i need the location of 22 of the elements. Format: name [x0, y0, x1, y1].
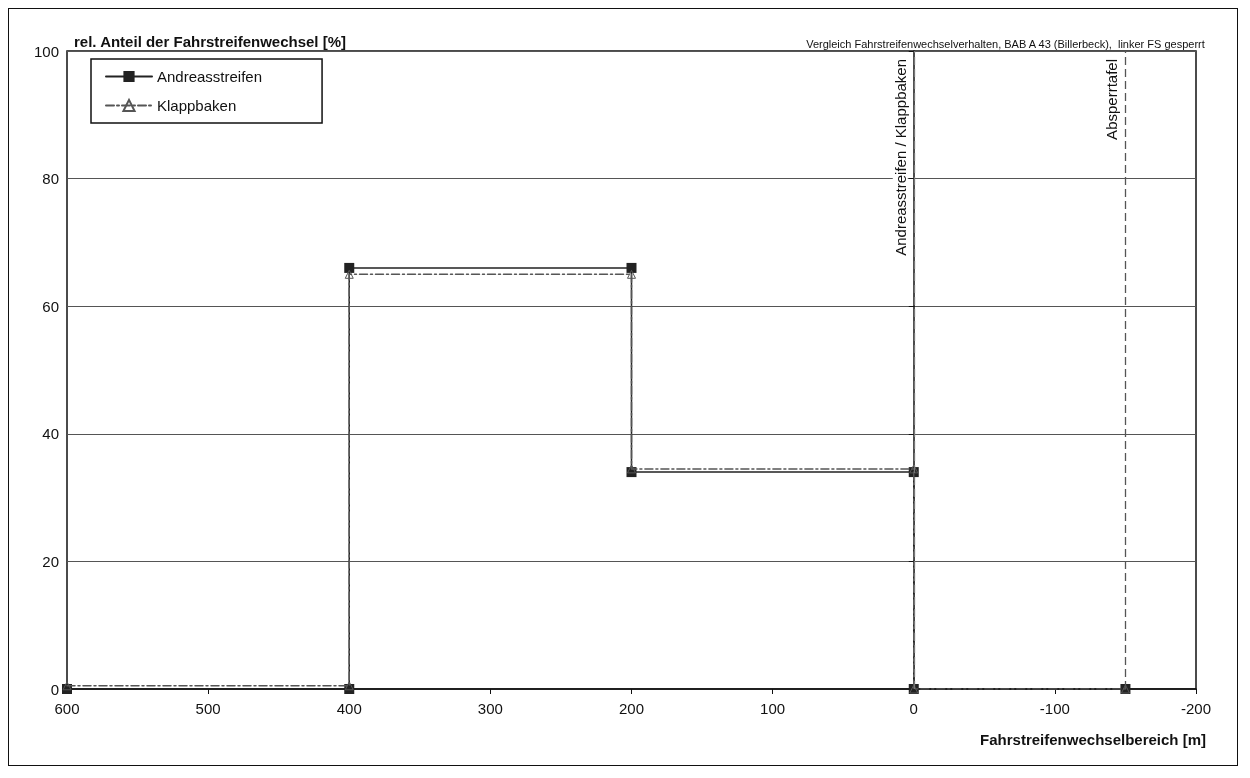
y-tick-label: 60	[42, 297, 59, 315]
x-axis-title: Fahrstreifenwechselbereich [m]	[980, 731, 1207, 748]
y-tick-label: 100	[33, 42, 59, 60]
x-tick-label: 300	[477, 700, 503, 717]
x-tick-label: 500	[195, 700, 221, 717]
y-tick-label: 80	[42, 170, 59, 188]
x-tick-label: 400	[336, 700, 362, 717]
x-tick-label: 0	[909, 700, 918, 717]
legend-label: Andreasstreifen	[157, 68, 263, 85]
y-axis-title: rel. Anteil der Fahrstreifenwechsel [%]	[74, 33, 347, 50]
legend-label: Klappbaken	[157, 97, 237, 114]
y-tick-label: 0	[50, 680, 59, 698]
ref-line-label: Andreasstreifen / Klappbaken	[891, 59, 909, 256]
y-tick-label: 20	[42, 552, 59, 570]
x-tick-label: 600	[54, 700, 80, 717]
ref-line-label: Absperrtafel	[1103, 59, 1121, 140]
y-tick-label: 40	[42, 425, 59, 443]
chart-title: Vergleich Fahrstreifenwechselverhalten, BAB A 43 (Billerbeck), linker FS gesperrt	[806, 37, 1205, 50]
x-tick-label: 200	[618, 700, 645, 717]
x-tick-label: 100	[760, 700, 786, 717]
x-tick-label: -200	[1180, 700, 1212, 717]
x-tick-label: -100	[1039, 700, 1070, 717]
